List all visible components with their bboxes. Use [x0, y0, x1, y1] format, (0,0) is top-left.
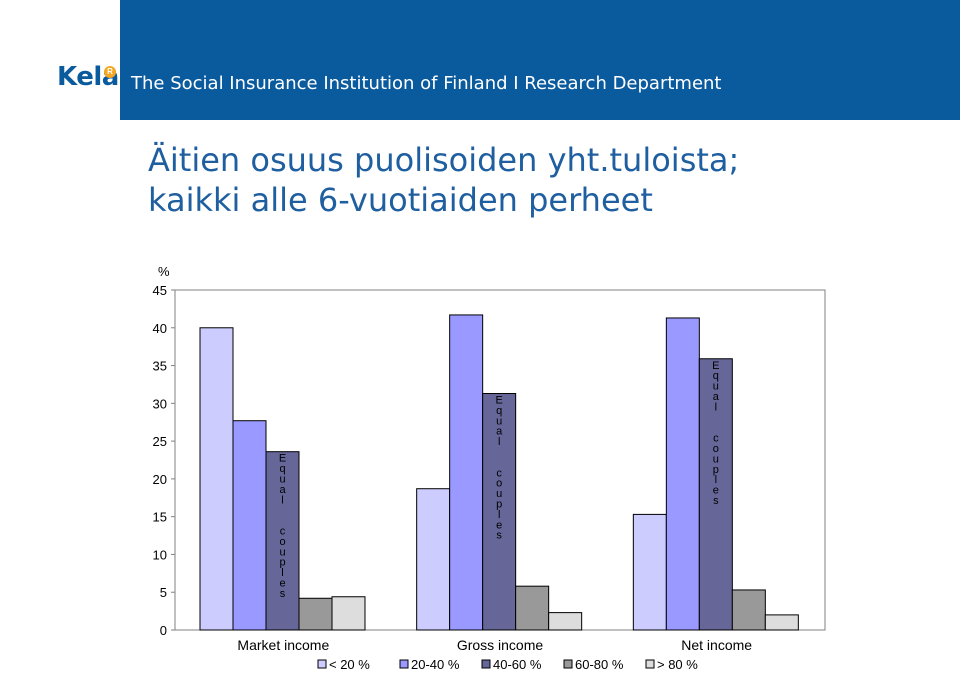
bar-annotation-letter: s	[496, 530, 502, 542]
y-tick-label: 15	[153, 510, 167, 525]
bar-annotation-letter: q	[279, 463, 285, 475]
bar-annotation-letter: u	[496, 415, 502, 427]
bar-annotation-letter: a	[496, 426, 503, 438]
bar-annotation-letter: E	[279, 453, 286, 465]
legend-label: < 20 %	[329, 657, 370, 672]
legend-swatch	[317, 659, 327, 669]
bar	[331, 596, 366, 631]
bar-annotation-letter: l	[498, 436, 500, 448]
category-label: Market income	[237, 637, 329, 653]
bar	[298, 597, 333, 631]
page-title-line1: Äitien osuus puolisoiden yht.tuloista;	[148, 141, 740, 179]
page-title: Äitien osuus puolisoiden yht.tuloista; k…	[148, 140, 928, 220]
y-tick-label: 0	[160, 623, 167, 638]
bar-annotation-letter: e	[279, 577, 285, 589]
bar	[698, 358, 733, 631]
bar-annotation-letter: a	[279, 484, 286, 496]
header-bar	[120, 0, 960, 120]
bar-annotation-letter: q	[496, 405, 502, 417]
y-tick-label: 40	[153, 321, 167, 336]
bar-annotation-letter: p	[496, 499, 502, 511]
bar-annotation-letter: s	[713, 495, 719, 507]
bar	[232, 420, 267, 631]
y-tick-label: 45	[153, 283, 167, 298]
bar	[731, 589, 766, 631]
bar	[449, 314, 484, 631]
bar-annotation-letter: c	[713, 433, 719, 445]
legend-swatch	[399, 659, 409, 669]
bar	[548, 612, 583, 631]
bar-annotation-letter: u	[713, 453, 719, 465]
bar-annotation-letter: E	[495, 395, 502, 407]
header-title: The Social Insurance Institution of Finl…	[131, 73, 722, 94]
legend-label: > 80 %	[657, 657, 698, 672]
y-tick-label: 20	[153, 472, 167, 487]
legend-label: 60-80 %	[575, 657, 624, 672]
bar	[515, 585, 550, 631]
bar-annotation-letter: l	[281, 494, 283, 506]
y-tick-label: 30	[153, 396, 167, 411]
bar-annotation-letter: q	[713, 370, 719, 382]
bar-annotation-letter: o	[279, 536, 285, 548]
y-tick-label: 10	[153, 547, 167, 562]
bar	[764, 614, 799, 631]
y-tick-label: 25	[153, 434, 167, 449]
bar-annotation-letter: e	[496, 519, 502, 531]
bar-annotation-letter: u	[496, 488, 502, 500]
bar-annotation-letter: l	[498, 509, 500, 521]
bar	[265, 451, 300, 631]
bar-annotation-letter: a	[713, 391, 720, 403]
bar-annotation-letter: p	[713, 464, 719, 476]
category-label: Net income	[681, 637, 752, 653]
logo-area: Kela R	[0, 0, 120, 120]
legend-label: 40-60 %	[493, 657, 542, 672]
bar-annotation-letter: l	[715, 474, 717, 486]
bar	[482, 393, 517, 631]
bar-annotation-letter: p	[279, 557, 285, 569]
category-label: Gross income	[457, 637, 544, 653]
bar-annotation-letter: u	[713, 381, 719, 393]
legend-swatch	[481, 659, 491, 669]
bar-annotation-letter: u	[279, 546, 285, 558]
bar-annotation-letter: s	[280, 588, 286, 600]
legend-label: 20-40 %	[411, 657, 460, 672]
bar-annotation-letter: c	[280, 525, 286, 537]
legend-swatch	[645, 659, 655, 669]
bar-annotation-letter: l	[715, 401, 717, 413]
bar	[632, 513, 667, 631]
bar-annotation-letter: e	[713, 485, 719, 497]
y-axis-label: %	[158, 264, 170, 279]
y-tick-label: 35	[153, 359, 167, 374]
bar	[665, 317, 700, 631]
page-title-line2: kaikki alle 6-vuotiaiden perheet	[148, 181, 653, 219]
bar-annotation-letter: o	[713, 443, 719, 455]
registered-badge-icon: R	[104, 66, 116, 78]
bar-annotation-letter: c	[496, 467, 502, 479]
y-tick-label: 5	[160, 585, 167, 600]
legend-swatch	[563, 659, 573, 669]
bar	[199, 327, 234, 631]
bar-annotation-letter: o	[496, 478, 502, 490]
bar-annotation-letter: l	[281, 567, 283, 579]
bar-annotation-letter: u	[279, 473, 285, 485]
bar	[416, 488, 451, 631]
bar-annotation-letter: E	[712, 360, 719, 372]
